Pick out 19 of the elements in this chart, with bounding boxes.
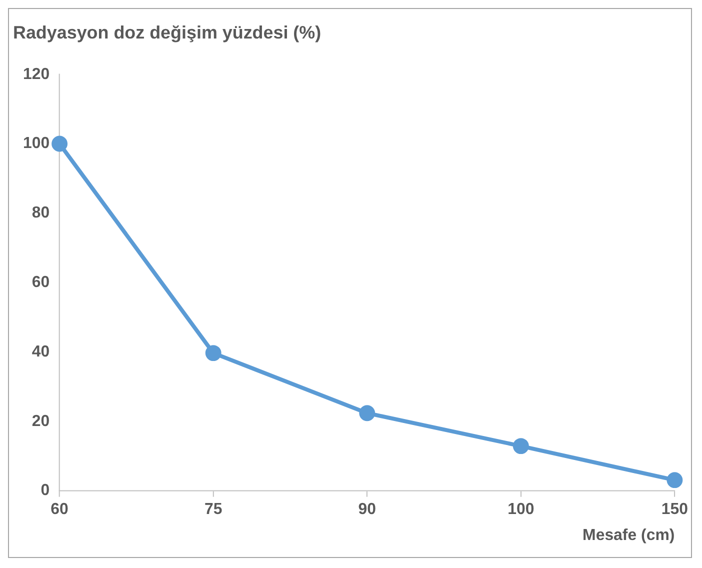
y-tick-label: 20 bbox=[32, 412, 50, 430]
x-axis-title: Mesafe (cm) bbox=[582, 526, 675, 544]
chart-title: Radyasyon doz değişim yüzdesi (%) bbox=[12, 22, 322, 43]
y-tick-label: 60 bbox=[32, 274, 50, 291]
y-tick-label: 0 bbox=[40, 482, 50, 500]
x-tick-label: 60 bbox=[50, 500, 69, 518]
x-tick-label: 75 bbox=[204, 500, 222, 518]
y-tick-label: 100 bbox=[22, 135, 50, 152]
point bbox=[666, 472, 683, 488]
x-tick-label: 90 bbox=[358, 500, 376, 518]
point bbox=[512, 438, 529, 454]
x-tick-label: 100 bbox=[508, 500, 534, 518]
y-tick-label: 80 bbox=[32, 204, 50, 222]
point bbox=[52, 136, 68, 152]
y-tick-label: 120 bbox=[22, 66, 50, 83]
y-tick-label: 40 bbox=[32, 343, 50, 360]
point bbox=[205, 345, 222, 362]
point bbox=[359, 405, 376, 422]
x-tick-label: 150 bbox=[661, 500, 688, 518]
